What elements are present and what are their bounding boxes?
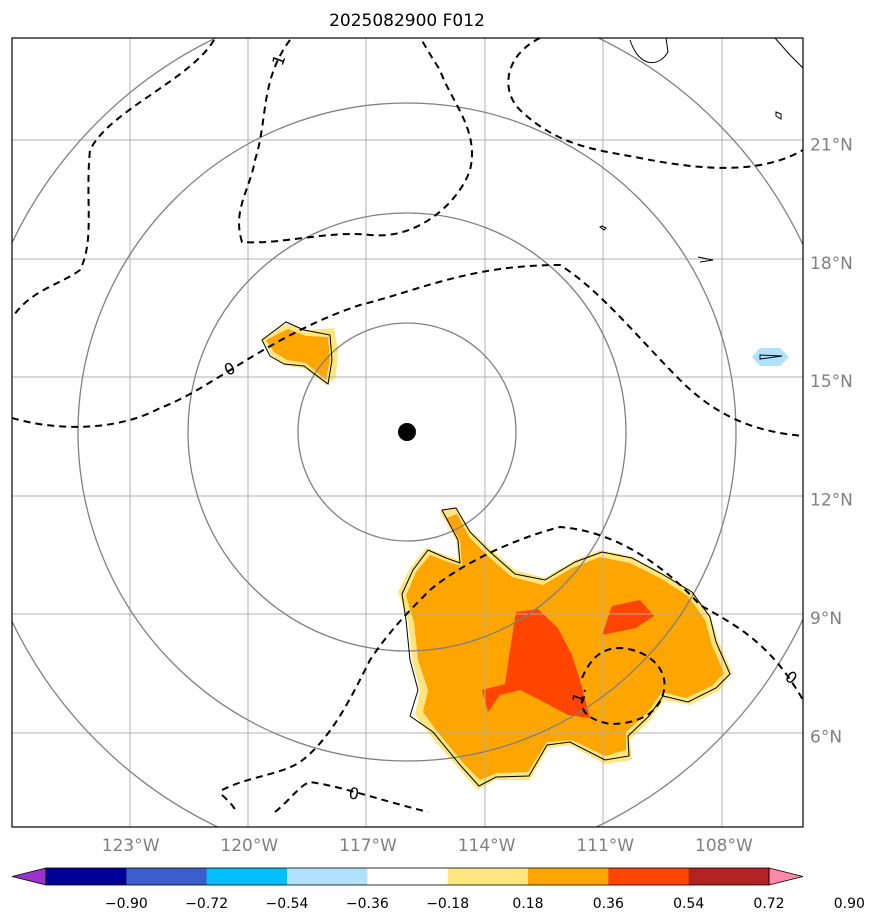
fill-south-red-east (602, 600, 654, 635)
y-tick-label: 21°N (810, 136, 853, 156)
fill-nw-orange (266, 329, 330, 380)
fill-south-red-core (482, 609, 590, 718)
x-tick-label: 114°W (458, 836, 516, 856)
x-tick-label: 123°W (102, 836, 160, 856)
colorbar-segment (206, 868, 288, 885)
colorbar-tick-label: 0.72 (753, 896, 784, 912)
y-tick-label: 18°N (810, 254, 853, 274)
colorbar-tick-label: −0.18 (426, 896, 469, 912)
x-tick-label: 117°W (339, 836, 397, 856)
colorbar-tick-label: −0.72 (185, 896, 228, 912)
map-frame (11, 37, 804, 828)
colorbar-segment (447, 868, 529, 885)
fill-blue-patch (752, 348, 789, 366)
y-tick-label: 15°N (810, 372, 853, 392)
x-tick-label: 120°W (220, 836, 278, 856)
colorbar-segment (287, 868, 368, 885)
colorbar-segment (126, 868, 208, 885)
x-tick-label: 111°W (576, 836, 634, 856)
map-area: 1 0 0 0 1 (12, 38, 803, 827)
contour-label: 0 (347, 783, 360, 803)
gridlines (12, 38, 803, 827)
solid-contours (261, 38, 803, 787)
y-tick-label: 12°N (810, 491, 853, 511)
colorbar-tick-label: 0.90 (834, 896, 865, 912)
colorbar-tick-label: −0.36 (346, 896, 389, 912)
storm-center-marker (398, 423, 416, 441)
colorbar-segment (688, 868, 770, 885)
colorbar-tick-label: −0.54 (266, 896, 309, 912)
x-tick-label: 108°W (695, 836, 753, 856)
chart-title: 2025082900 F012 (329, 11, 485, 31)
colorbar-tick-label: −0.90 (105, 896, 148, 912)
colorbar-segment (367, 868, 449, 885)
dashed-contours (12, 38, 803, 813)
colorbar-segment (608, 868, 690, 885)
y-tick-label: 9°N (810, 609, 842, 629)
colorbar-tick-label: 0.18 (512, 896, 543, 912)
colorbar-extend-high (768, 867, 804, 886)
x-tick-labels: 123°W 120°W 117°W 114°W 111°W 108°W (102, 836, 753, 856)
colorbar-tick-label: 0.36 (593, 896, 624, 912)
colorbar-tick-label: 0.54 (673, 896, 704, 912)
colorbar-segment (528, 868, 609, 885)
range-rings (12, 38, 803, 827)
y-tick-label: 6°N (810, 727, 842, 747)
y-tick-labels: 21°N 18°N 15°N 12°N 9°N 6°N (810, 136, 853, 748)
colorbar: −0.90 −0.72 −0.54 −0.36 −0.18 0.18 0.36 0.54 0.7… (11, 867, 865, 912)
colorbar-segment (46, 868, 127, 885)
colorbar-frame (45, 867, 770, 886)
colorbar-extend-low (11, 867, 47, 886)
